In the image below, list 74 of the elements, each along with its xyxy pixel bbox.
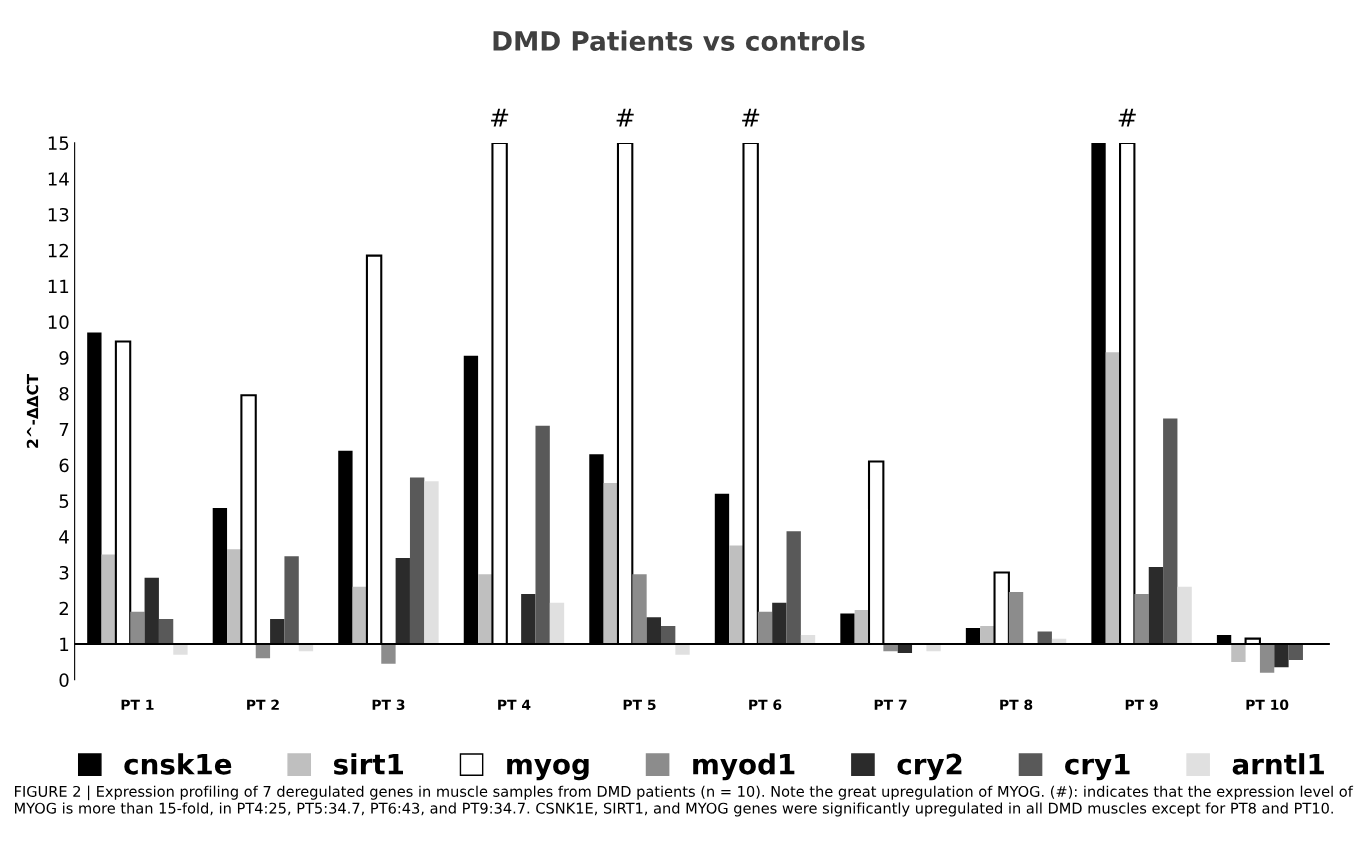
chart-title: DMD Patients vs controls xyxy=(493,30,865,51)
bar xyxy=(158,618,174,645)
bar xyxy=(1274,644,1289,668)
caption: FIGURE 2 | Expression profiling of 7 deregulated genes in muscle samples from DMD patients (n = 10). Note the great upregulation of MYOG. (#): indicates that the expression level of MYOG is more than 15-fold, in PT4:25, PT5:34.7, PT6:43, and PT9:34.7. CSNK1E, SIRT1, and MYOG genes were significantly upregulated in all DMD muscles except for PT8 and PT10. xyxy=(15,785,1354,817)
bar xyxy=(1231,644,1246,662)
bar xyxy=(1134,593,1149,645)
bar xyxy=(284,556,299,645)
y-tick-label: 1 xyxy=(60,637,69,651)
y-tick-label: 13 xyxy=(48,207,69,222)
bar xyxy=(173,644,188,655)
text: # xyxy=(1118,108,1136,127)
text: # xyxy=(616,108,634,127)
legend-label: myod1 xyxy=(693,753,795,781)
bar xyxy=(478,574,493,645)
bar xyxy=(1105,352,1121,645)
y-tick-label: 3 xyxy=(59,565,69,580)
y-tick-label: 6 xyxy=(59,458,69,473)
bar xyxy=(144,577,159,645)
bar xyxy=(603,482,618,645)
bar xyxy=(646,617,661,645)
x-tick-label: PT 7 xyxy=(874,699,907,710)
y-tick-label: 9 xyxy=(59,351,69,365)
legend-label: sirt1 xyxy=(333,753,403,775)
bar xyxy=(1037,631,1052,645)
bar xyxy=(675,644,690,655)
bar xyxy=(757,611,773,645)
x-tick-label: PT 5 xyxy=(623,699,656,711)
y-tick-label: 12 xyxy=(48,243,68,258)
x-tick-label: PT 4 xyxy=(498,699,531,710)
bar xyxy=(1288,644,1303,661)
legend-label: cry1 xyxy=(1065,753,1130,781)
x-tick-label: PT 2 xyxy=(247,699,279,710)
legend-label: myog xyxy=(507,758,589,781)
y-tick-label: 8 xyxy=(59,386,69,401)
bar xyxy=(1008,592,1024,645)
text: # xyxy=(742,108,760,127)
x-tick-label: PT 10 xyxy=(1246,699,1289,711)
bar xyxy=(227,549,242,645)
y-tick-label: 11 xyxy=(48,279,69,293)
y-tick-label: 2 xyxy=(59,601,68,616)
y-tick-label: 15 xyxy=(48,136,69,151)
y-axis-title: 2^-ΔΔCT xyxy=(26,373,39,448)
y-tick-label: 7 xyxy=(59,422,69,437)
bar xyxy=(786,531,801,645)
y-tick-label: 10 xyxy=(48,315,69,329)
y-tick-label: 4 xyxy=(59,530,69,544)
bar xyxy=(424,481,439,645)
bar xyxy=(1177,586,1192,645)
x-tick-label: PT 9 xyxy=(1125,699,1158,711)
y-tick-label: 14 xyxy=(48,172,69,186)
x-tick-label: PT 6 xyxy=(749,699,782,711)
text: # xyxy=(491,108,509,127)
x-tick-label: PT 3 xyxy=(372,699,405,711)
y-tick-label: 5 xyxy=(59,494,69,508)
bar xyxy=(409,477,425,645)
bar xyxy=(521,593,536,645)
y-tick-label: 0 xyxy=(59,673,69,687)
legend-label: arntl1 xyxy=(1232,753,1324,775)
bar xyxy=(270,618,285,645)
bar xyxy=(535,425,550,645)
bar xyxy=(772,602,787,645)
bar xyxy=(661,626,676,645)
bar xyxy=(1148,567,1164,645)
x-tick-label: PT 1 xyxy=(121,699,154,710)
legend-label: cry2 xyxy=(897,753,962,781)
bar xyxy=(1163,418,1178,645)
bar xyxy=(1259,644,1275,673)
bar xyxy=(130,611,145,645)
legend-label: cnsk1e xyxy=(124,753,232,775)
bar xyxy=(395,558,410,645)
x-tick-label: PT 8 xyxy=(1000,699,1033,711)
bar xyxy=(549,602,565,645)
bar xyxy=(381,644,396,664)
bar xyxy=(632,574,647,645)
